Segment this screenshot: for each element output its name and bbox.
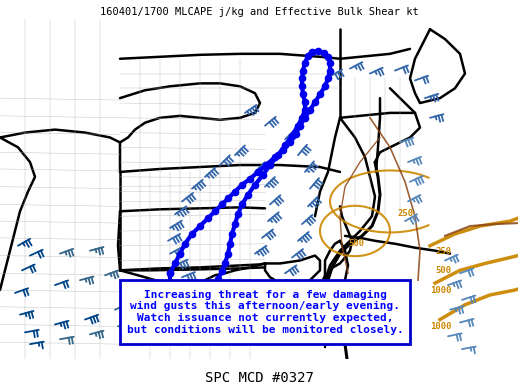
Text: 160401/1700 MLCAPE j/kg and Effective Bulk Shear kt: 160401/1700 MLCAPE j/kg and Effective Bu… <box>99 7 419 17</box>
Text: 1000: 1000 <box>430 322 452 331</box>
Text: 500: 500 <box>348 239 364 248</box>
Text: 500: 500 <box>435 266 451 275</box>
Text: 1000: 1000 <box>430 286 452 295</box>
Text: Increasing threat for a few damaging
wind gusts this afternoon/early evening.
Wa: Increasing threat for a few damaging win… <box>126 290 404 334</box>
Polygon shape <box>318 275 328 347</box>
Text: 250: 250 <box>435 247 451 256</box>
FancyBboxPatch shape <box>120 280 410 344</box>
Text: SPC MCD #0327: SPC MCD #0327 <box>205 371 313 385</box>
Text: 250: 250 <box>398 209 414 218</box>
